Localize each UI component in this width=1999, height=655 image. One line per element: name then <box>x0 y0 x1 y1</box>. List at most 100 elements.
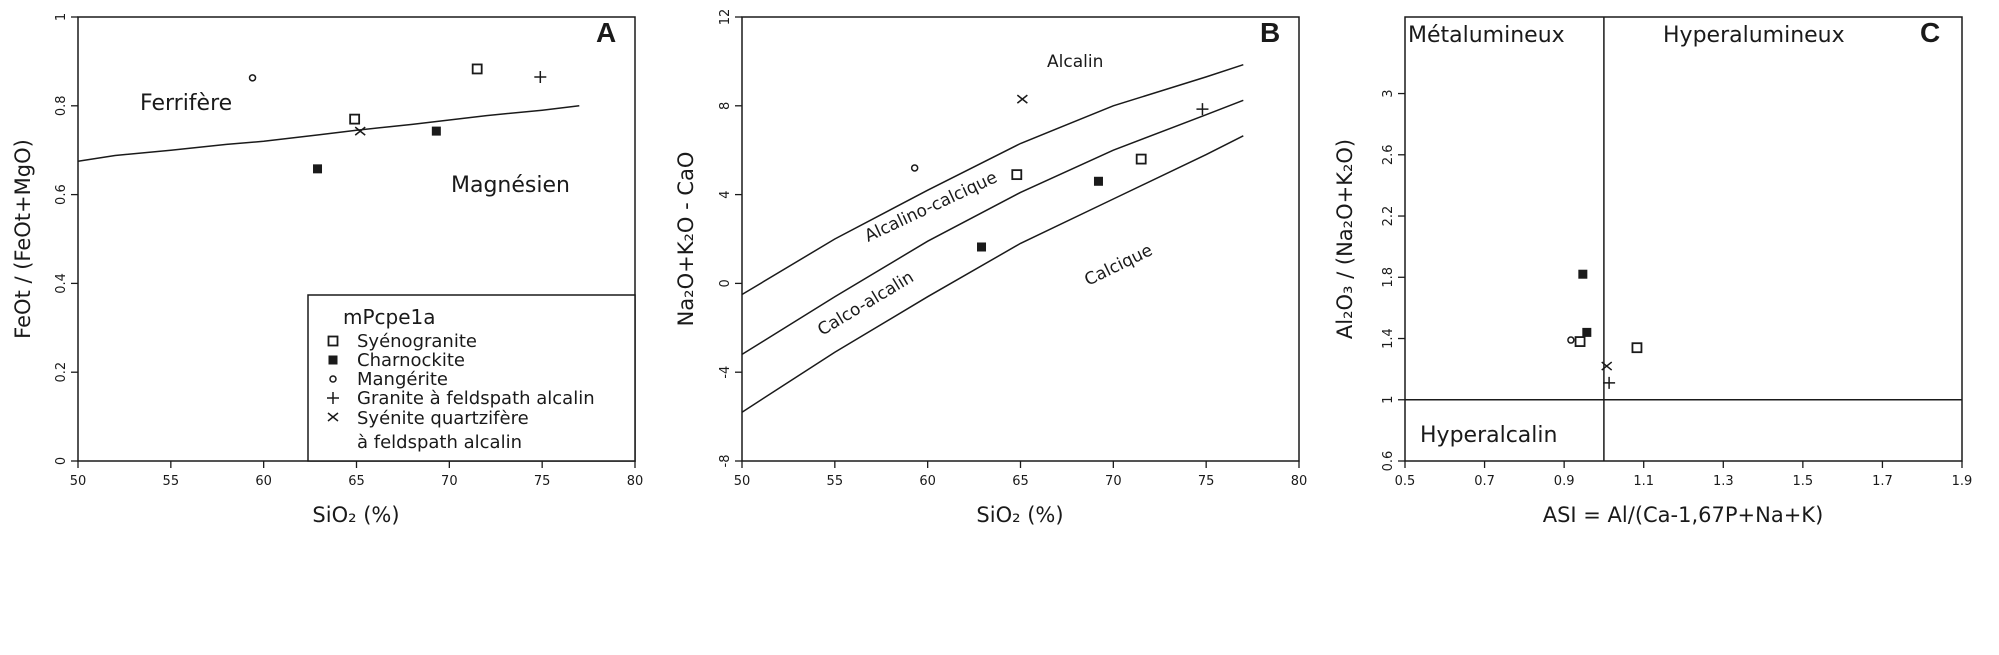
legend-title: mPcpe1a <box>343 305 436 329</box>
region-label-calcique: Calcique <box>1081 240 1155 290</box>
x-axis-title: SiO₂ (%) <box>312 503 399 527</box>
x-tick-label: 55 <box>163 474 180 489</box>
legend-label: Mangérite <box>357 369 448 390</box>
data-point-open-circle <box>910 164 919 172</box>
legend-box <box>307 294 636 462</box>
x-tick-label: 70 <box>441 474 458 489</box>
region-label-hyperalcalin: Hyperalcalin <box>1420 423 1557 448</box>
filled-square-marker <box>1578 269 1588 279</box>
x-tick-label: 1.5 <box>1793 474 1814 489</box>
data-point-cross <box>1016 94 1028 104</box>
open-square-marker <box>1574 336 1586 347</box>
x-tick-label: 50 <box>734 474 751 489</box>
data-point-open-square <box>1574 336 1586 347</box>
open-square-marker <box>1631 342 1643 354</box>
open-circle-marker <box>248 74 257 82</box>
cross-marker <box>327 412 339 422</box>
open-square-marker <box>1011 169 1023 181</box>
y-tick-label: 8 <box>718 102 733 110</box>
data-point-cross <box>1601 361 1613 371</box>
data-point-plus <box>1603 376 1616 389</box>
legend-symbol-plus <box>327 392 339 404</box>
data-point-cross <box>354 126 366 136</box>
y-axis-title: FeOt / (FeOt+MgO) <box>11 139 35 339</box>
plus-marker <box>534 70 547 83</box>
panel-a-feot-ratio: A SiO₂ (%) FeOt / (FeOt+MgO) Ferrifère M… <box>11 13 643 527</box>
open-circle-marker <box>1567 336 1575 344</box>
filled-square-marker <box>1582 327 1592 337</box>
y-tick-label: 1 <box>1381 396 1396 404</box>
open-square-marker <box>349 113 361 125</box>
x-tick-label: 80 <box>627 474 644 489</box>
x-tick-label: 0.5 <box>1395 474 1416 489</box>
data-point-open-circle <box>1567 336 1575 344</box>
filled-square-marker <box>313 164 323 174</box>
y-tick-label: -8 <box>718 455 733 468</box>
panel-letter-b: B <box>1260 17 1280 48</box>
x-axis-title: ASI = Al/(Ca-1,67P+Na+K) <box>1543 503 1824 527</box>
legend-label: Charnockite <box>357 350 465 371</box>
x-tick-label: 1.3 <box>1713 474 1734 489</box>
panel-letter-a: A <box>596 17 616 48</box>
y-tick-label: 0 <box>718 279 733 287</box>
filled-square-marker <box>1093 176 1103 186</box>
region-label-alcalin: Alcalin <box>1047 52 1103 72</box>
data-point-open-square <box>1631 342 1643 354</box>
panel-letter-c: C <box>1920 17 1940 48</box>
open-circle-marker <box>329 375 337 383</box>
plus-marker <box>327 392 339 404</box>
y-tick-label: 0.2 <box>54 362 69 383</box>
x-axis-title: SiO₂ (%) <box>976 503 1063 527</box>
legend-label: Syénite quartzifère <box>357 408 529 429</box>
x-tick-label: 55 <box>827 474 844 489</box>
data-point-open-square <box>471 63 483 75</box>
data-point-plus <box>1196 103 1209 116</box>
data-point-filled-square <box>977 242 987 252</box>
region-label-metalumineux: Métalumineux <box>1408 23 1565 48</box>
open-circle-marker <box>910 164 919 172</box>
open-square-marker <box>1135 153 1147 165</box>
data-point-filled-square <box>313 164 323 174</box>
data-point-filled-square <box>1093 176 1103 186</box>
x-tick-label: 65 <box>348 474 365 489</box>
filled-square-marker <box>328 355 338 365</box>
y-tick-label: 2.6 <box>1381 144 1396 165</box>
legend-symbol-open-circle <box>329 375 337 383</box>
legend-label: Granite à feldspath alcalin <box>357 388 595 409</box>
x-tick-label: 60 <box>919 474 936 489</box>
x-tick-label: 70 <box>1105 474 1122 489</box>
open-square-marker <box>471 63 483 75</box>
y-tick-label: 0 <box>54 457 69 465</box>
plus-marker <box>1196 103 1209 116</box>
cross-marker <box>1016 94 1028 104</box>
boundary-line-alcalino-calcique-calco-alcalin <box>741 99 1244 356</box>
y-tick-label: 3 <box>1381 89 1396 97</box>
legend-label-line2: à feldspath alcalin <box>357 432 522 453</box>
data-point-filled-square <box>1582 327 1592 337</box>
legend-symbol-open-square <box>327 335 339 347</box>
x-tick-label: 0.7 <box>1474 474 1495 489</box>
x-tick-label: 65 <box>1012 474 1029 489</box>
y-tick-label: 0.6 <box>54 184 69 205</box>
x-tick-label: 80 <box>1291 474 1308 489</box>
y-tick-label: 1.4 <box>1381 328 1396 349</box>
y-axis-title: Na₂O+K₂O - CaO <box>674 152 698 327</box>
boundary-line-calco-alcalin-calcique <box>741 135 1244 413</box>
data-point-filled-square <box>1578 269 1588 279</box>
y-tick-label: 4 <box>718 190 733 198</box>
x-tick-label: 75 <box>534 474 551 489</box>
boundary-line-ferrifere-magnesien <box>77 105 580 163</box>
x-tick-label: 1.1 <box>1633 474 1654 489</box>
region-label-alcalino-calcique: Alcalino-calcique <box>862 168 1001 247</box>
legend-symbol-cross <box>327 412 339 422</box>
y-tick-label: 0.6 <box>1381 451 1396 472</box>
y-tick-label: 12 <box>718 9 733 26</box>
y-tick-label: 0.8 <box>54 95 69 116</box>
x-tick-label: 50 <box>70 474 87 489</box>
y-tick-label: 1 <box>54 13 69 21</box>
data-point-open-circle <box>248 74 257 82</box>
plus-marker <box>1603 376 1616 389</box>
data-point-open-square <box>349 113 361 125</box>
legend-symbol-filled-square <box>328 355 338 365</box>
